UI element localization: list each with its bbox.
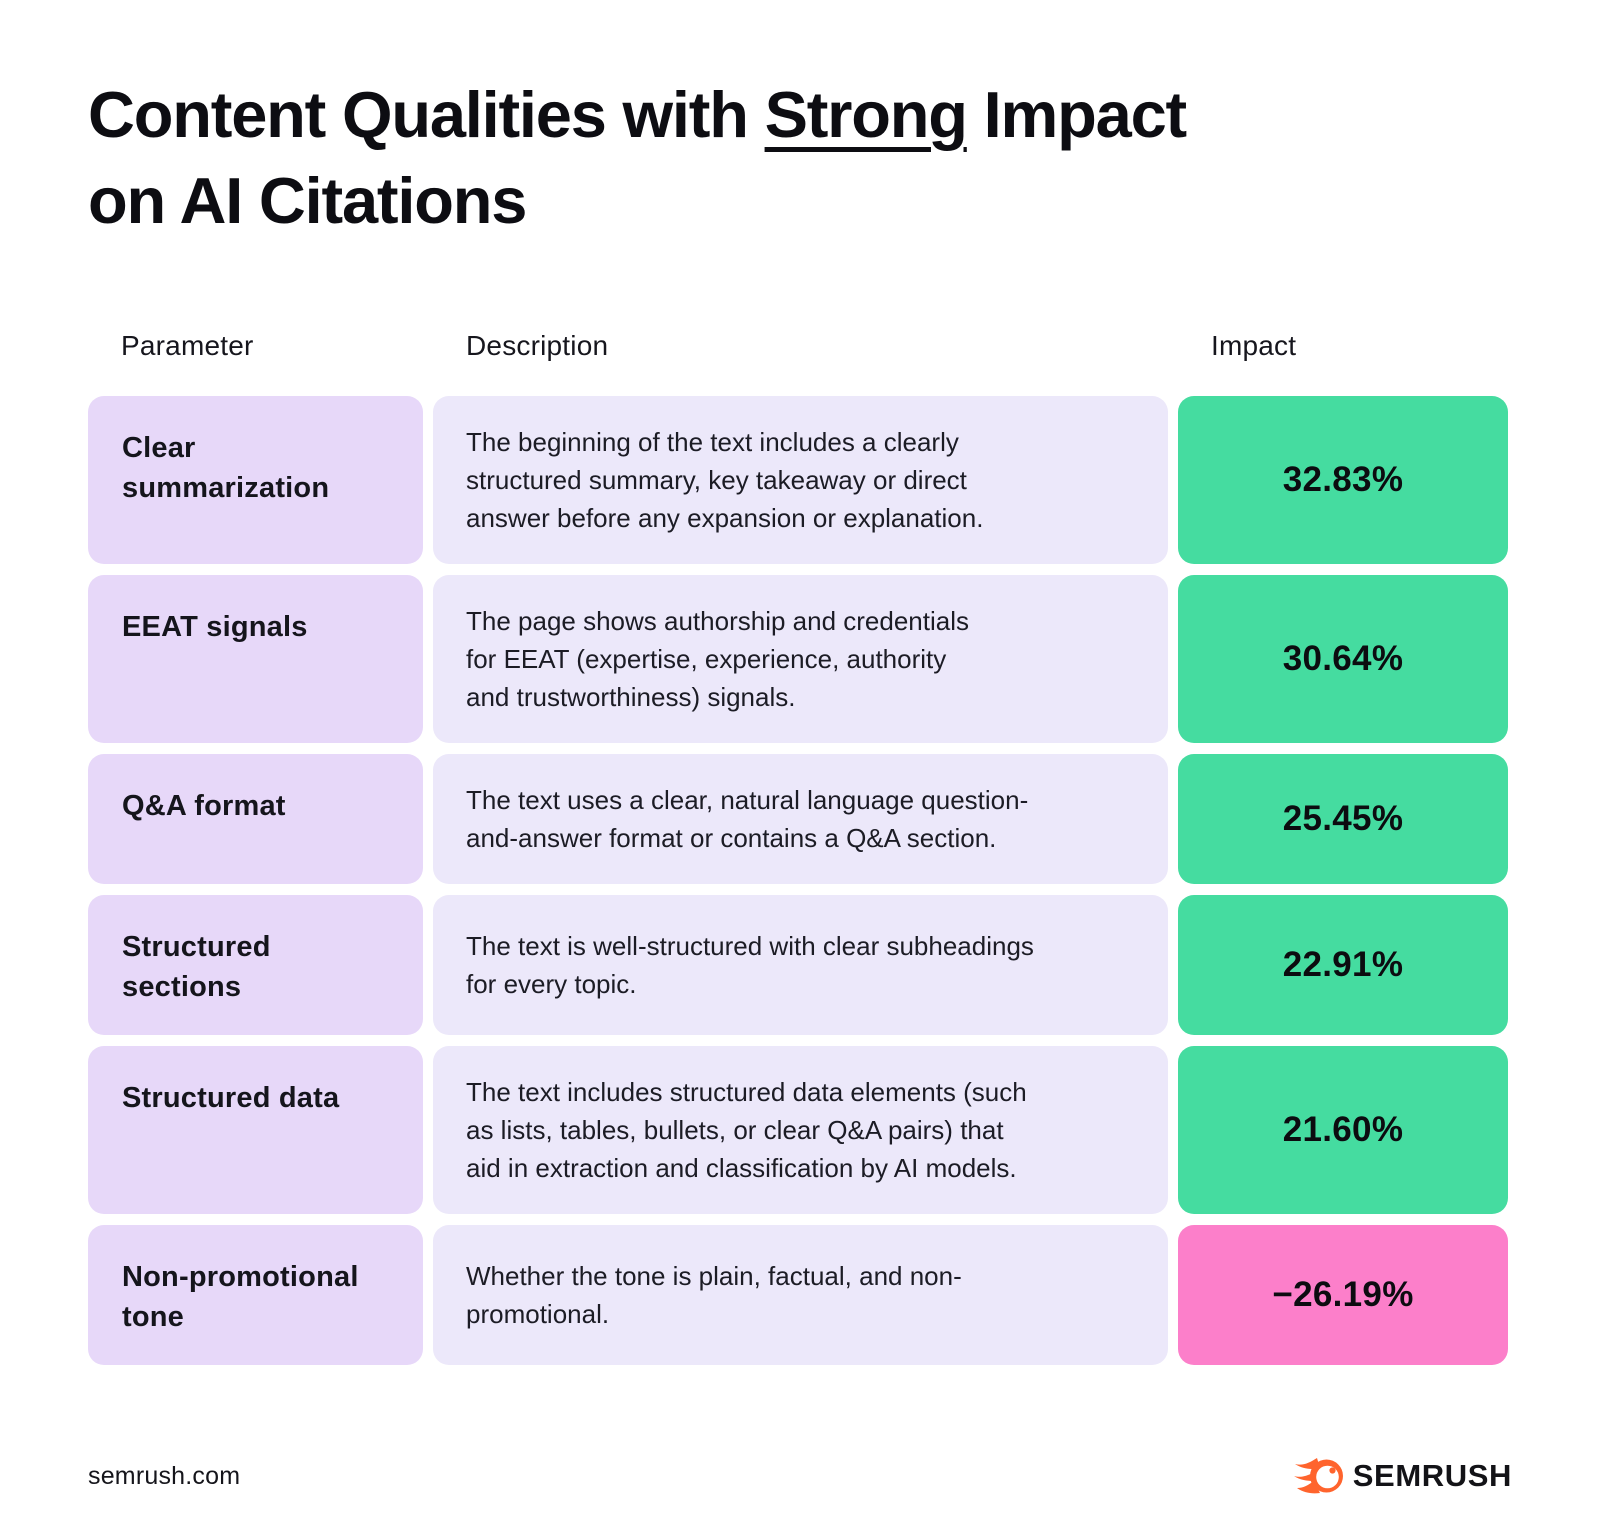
semrush-logo: SEMRUSH	[1293, 1455, 1512, 1497]
description-cell: The page shows authorship and credential…	[433, 575, 1168, 743]
title-underlined-word: Strong	[764, 78, 968, 151]
description-cell: Whether the tone is plain, factual, and …	[433, 1225, 1168, 1365]
description-cell: The text uses a clear, natural language …	[433, 754, 1168, 884]
table-row: Q&A format The text uses a clear, natura…	[88, 754, 1508, 884]
table-body: Clear summarization The beginning of the…	[88, 396, 1508, 1365]
impact-cell: 32.83%	[1178, 396, 1508, 564]
table-row: EEAT signals The page shows authorship a…	[88, 575, 1508, 743]
parameter-cell: Clear summarization	[88, 396, 423, 564]
footer: semrush.com SEMRUSH	[88, 1446, 1512, 1506]
impact-cell: 22.91%	[1178, 895, 1508, 1035]
column-header-description: Description	[466, 330, 609, 361]
impact-cell: 21.60%	[1178, 1046, 1508, 1214]
semrush-comet-icon	[1293, 1455, 1344, 1497]
parameter-cell: Non-promotional tone	[88, 1225, 423, 1365]
description-cell: The text includes structured data elemen…	[433, 1046, 1168, 1214]
parameter-cell: EEAT signals	[88, 575, 423, 743]
table-row: Clear summarization The beginning of the…	[88, 396, 1508, 564]
column-header-impact: Impact	[1211, 330, 1297, 361]
impact-cell: 25.45%	[1178, 754, 1508, 884]
site-url: semrush.com	[88, 1461, 241, 1490]
parameter-cell: Q&A format	[88, 754, 423, 884]
table-row: Structured data The text includes struct…	[88, 1046, 1508, 1214]
title-text: Impact	[966, 78, 1188, 151]
brand-wordmark: SEMRUSH	[1352, 1458, 1512, 1493]
title-line-2: on AI Citations	[88, 164, 527, 238]
column-header-parameter: Parameter	[121, 330, 254, 361]
page-title: Content Qualities with Strong Impact on …	[88, 72, 1188, 245]
table-row: Non-promotional tone Whether the tone is…	[88, 1225, 1508, 1365]
title-line-1: Content Qualities with Strong Impact	[88, 72, 1188, 158]
parameter-cell: Structured sections	[88, 895, 423, 1035]
parameter-cell: Structured data	[88, 1046, 423, 1214]
impact-table: Parameter Description Impact Clear summa…	[88, 330, 1508, 1365]
title-text: Content Qualities with	[88, 78, 765, 151]
table-row: Structured sections The text is well-str…	[88, 895, 1508, 1035]
impact-cell: −26.19%	[1178, 1225, 1508, 1365]
description-cell: The beginning of the text includes a cle…	[433, 396, 1168, 564]
impact-cell: 30.64%	[1178, 575, 1508, 743]
description-cell: The text is well-structured with clear s…	[433, 895, 1168, 1035]
table-header-row: Parameter Description Impact	[88, 330, 1508, 362]
